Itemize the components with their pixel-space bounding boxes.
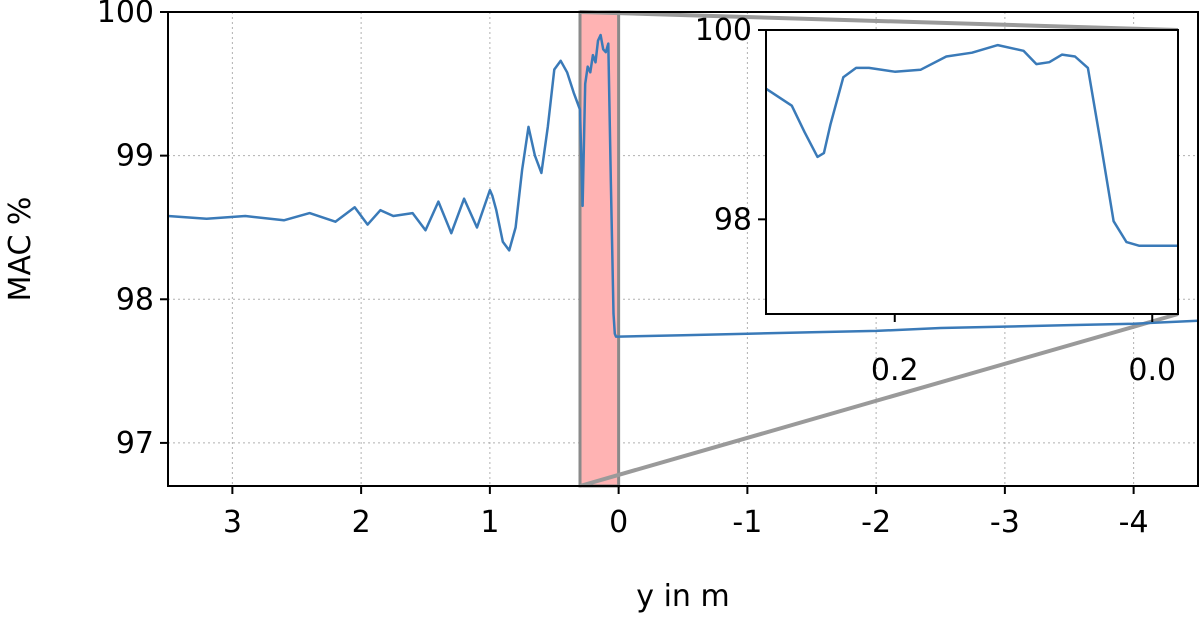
x-tick-label: -1 <box>732 505 762 540</box>
inset-y-tick-label: 100 <box>695 13 752 48</box>
x-axis-title: y in m <box>636 579 729 614</box>
x-tick-label: 0 <box>609 505 628 540</box>
inset-background <box>766 30 1178 314</box>
inset-y-tick-label: 98 <box>714 202 752 237</box>
zoom-connector-lines <box>579 10 1179 488</box>
x-tick-label: 1 <box>480 505 499 540</box>
main-series-line <box>167 33 1199 338</box>
x-tick-label: -4 <box>1119 505 1149 540</box>
zoom-connector-top <box>579 10 1179 32</box>
x-tick-label: -2 <box>861 505 891 540</box>
inset-x-axis-ticks: 0.2 0.0 <box>871 314 1176 388</box>
y-tick-label: 99 <box>116 139 154 174</box>
inset-plot-frame <box>765 29 1179 315</box>
inset-y-axis-ticks: 98 100 <box>695 13 766 237</box>
inset-x-tick-label: 0.2 <box>871 353 919 388</box>
y-axis-ticks: 97 98 99 100 <box>97 0 168 461</box>
zoom-connector-bottom <box>579 312 1179 488</box>
y-axis-title: MAC % <box>3 197 38 302</box>
x-tick-label: -3 <box>990 505 1020 540</box>
y-tick-label: 98 <box>116 282 154 317</box>
y-tick-label: 100 <box>97 0 154 30</box>
y-tick-label: 97 <box>116 426 154 461</box>
inset-x-tick-label: 0.0 <box>1128 353 1176 388</box>
main-plot-frame <box>167 11 1199 487</box>
x-tick-label: 2 <box>352 505 371 540</box>
inset-series-line <box>765 43 1178 248</box>
x-axis-ticks: 3 2 1 0 -1 -2 -3 -4 <box>223 486 1149 540</box>
x-tick-label: 3 <box>223 505 242 540</box>
